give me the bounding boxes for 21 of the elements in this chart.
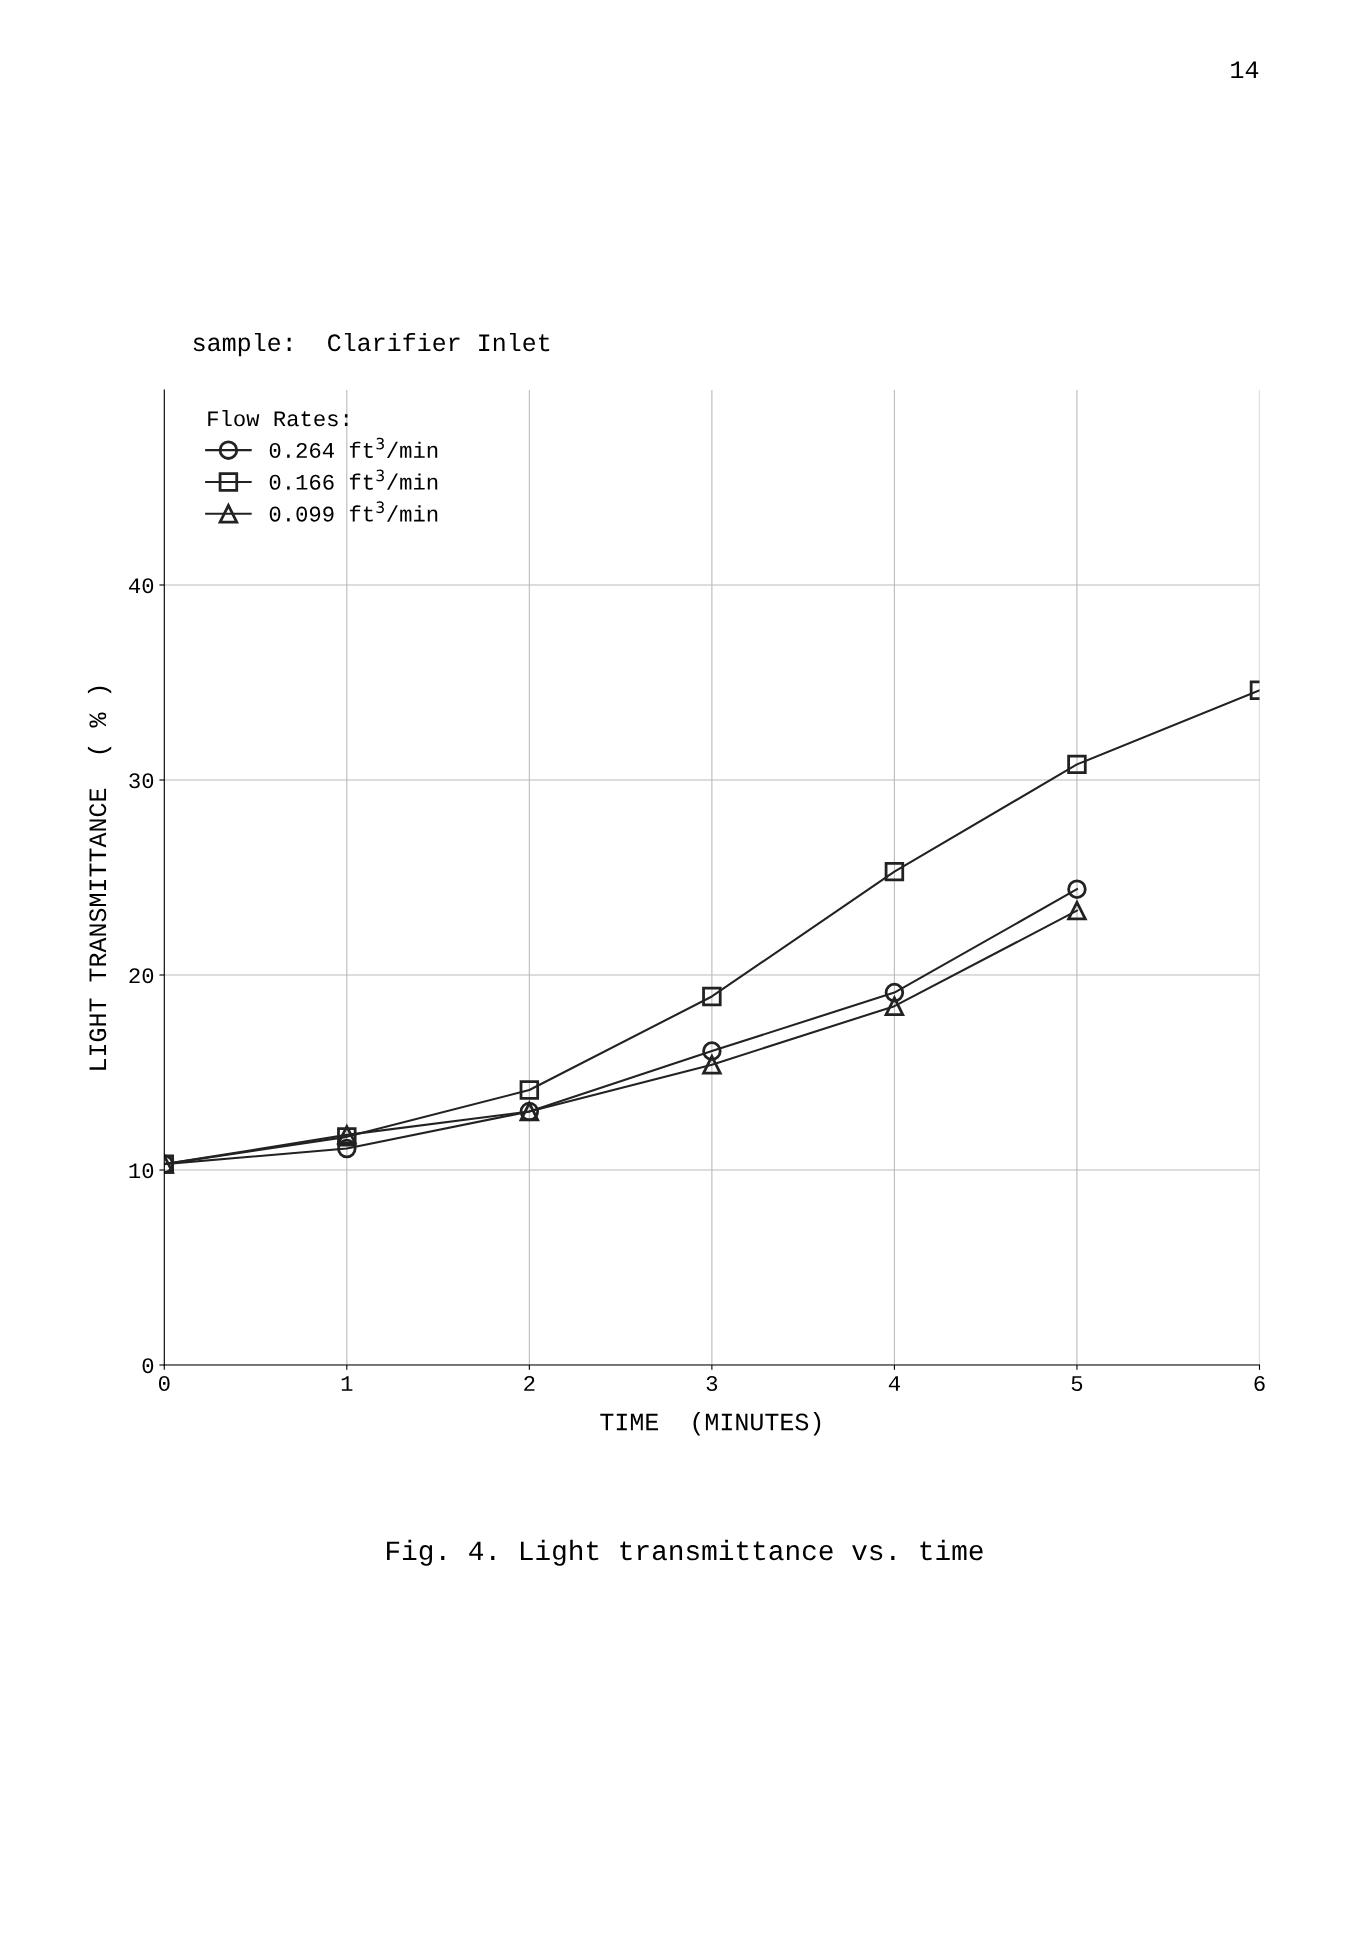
x-tick-label: 3: [706, 1375, 718, 1392]
y-axis-title: LIGHT TRANSMITTANCE ( % ): [87, 686, 112, 1070]
legend-label: 0.264 ft$^{3}$/min: [269, 437, 438, 458]
caption: Fig. 4. Light transmittance vs. time: [387, 1539, 983, 1566]
x-tick-label: 0: [158, 1375, 170, 1392]
y-tick-label: 20: [129, 968, 154, 984]
x-tick-label: 2: [524, 1375, 535, 1391]
legend-title: Flow Rates:: [208, 410, 348, 427]
x-tick-label: 6: [1254, 1375, 1265, 1392]
x-tick-label: 1: [341, 1376, 353, 1391]
y-tick-label: 10: [129, 1163, 154, 1179]
x-axis-title: TIME (MINUTES): [600, 1412, 821, 1436]
legend-label: 0.099 ft$^{3}$/min: [269, 501, 438, 522]
x-tick-label: 4: [888, 1376, 900, 1391]
text: 14: [1231, 61, 1259, 78]
y-tick-label: 40: [129, 578, 154, 594]
legend-label: 0.166 ft$^{3}$/min: [269, 469, 438, 490]
text: sample: Clarifier Inlet: [193, 332, 550, 357]
y-tick-label: 30: [129, 773, 154, 789]
y-tick-label: 0: [142, 1358, 154, 1374]
x-tick-label: 5: [1071, 1376, 1083, 1392]
